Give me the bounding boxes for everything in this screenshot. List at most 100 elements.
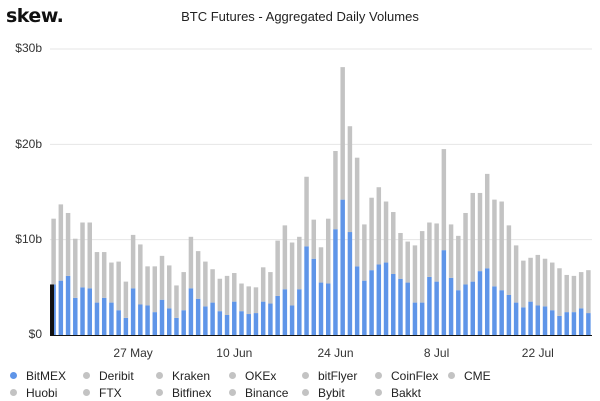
bar-other-exchanges[interactable]: [441, 149, 447, 251]
bar-bitmex[interactable]: [340, 199, 345, 335]
bar-bitmex[interactable]: [167, 308, 172, 335]
bar-bitmex[interactable]: [477, 271, 483, 335]
bar-other-exchanges[interactable]: [571, 275, 577, 313]
bar-bitmex[interactable]: [484, 268, 490, 335]
bar-other-exchanges[interactable]: [181, 272, 186, 311]
bar-bitmex[interactable]: [210, 302, 215, 335]
bar-bitmex[interactable]: [224, 314, 230, 335]
bar-other-exchanges[interactable]: [456, 235, 461, 291]
bar-other-exchanges[interactable]: [80, 222, 85, 288]
bar-other-exchanges[interactable]: [448, 224, 454, 278]
bar-other-exchanges[interactable]: [109, 262, 114, 303]
bar-bitmex[interactable]: [123, 317, 129, 335]
bar-bitmex[interactable]: [391, 273, 396, 335]
bar-bitmex[interactable]: [130, 288, 136, 335]
bar-other-exchanges[interactable]: [340, 67, 345, 200]
bar-other-exchanges[interactable]: [492, 199, 497, 287]
bar-other-exchanges[interactable]: [470, 192, 475, 282]
bar-bitmex[interactable]: [195, 298, 201, 335]
bar-bitmex[interactable]: [260, 301, 266, 335]
bar-other-exchanges[interactable]: [232, 273, 237, 302]
bar-bitmex[interactable]: [419, 302, 425, 335]
bar-bitmex[interactable]: [94, 302, 100, 335]
bar-bitmex[interactable]: [506, 294, 512, 335]
bar-bitmex[interactable]: [217, 311, 223, 335]
bar-bitmex[interactable]: [550, 310, 555, 335]
bar-bitmex[interactable]: [542, 306, 548, 335]
bar-other-exchanges[interactable]: [94, 252, 100, 303]
bar-other-exchanges[interactable]: [521, 260, 526, 308]
bar-bitmex[interactable]: [405, 282, 410, 335]
bar-bitmex[interactable]: [492, 286, 497, 335]
bar-other-exchanges[interactable]: [412, 245, 418, 303]
bar-other-exchanges[interactable]: [246, 286, 251, 315]
bar-bitmex[interactable]: [463, 284, 468, 335]
bar-other-exchanges[interactable]: [224, 275, 230, 315]
legend-item-huobi[interactable]: Huobi: [10, 386, 83, 400]
bar-bitmex[interactable]: [586, 313, 591, 335]
bar-other-exchanges[interactable]: [167, 265, 172, 309]
bar-other-exchanges[interactable]: [159, 255, 165, 300]
bar-other-exchanges[interactable]: [65, 212, 71, 276]
bar-other-exchanges[interactable]: [311, 219, 317, 259]
bar-other-exchanges[interactable]: [550, 262, 555, 311]
bar-other-exchanges[interactable]: [195, 251, 201, 299]
bar-bitmex[interactable]: [513, 302, 519, 335]
bar-other-exchanges[interactable]: [203, 261, 208, 307]
bar-bitmex[interactable]: [181, 310, 186, 335]
bar-bitmex[interactable]: [557, 315, 562, 335]
legend-item-okex[interactable]: OKEx: [229, 369, 302, 383]
legend-item-bitfinex[interactable]: Bitfinex: [156, 386, 229, 400]
bar-bitmex[interactable]: [109, 302, 114, 335]
bar-other-exchanges[interactable]: [145, 266, 150, 306]
bar-other-exchanges[interactable]: [477, 192, 483, 272]
bar-bitmex[interactable]: [347, 232, 353, 335]
legend-item-kraken[interactable]: Kraken: [156, 369, 229, 383]
bar-bitmex[interactable]: [521, 307, 526, 335]
bar-bitmex[interactable]: [398, 278, 403, 335]
bar-bitmex[interactable]: [427, 276, 432, 335]
bar-bitmex[interactable]: [101, 297, 107, 335]
bar-bitmex[interactable]: [246, 314, 251, 335]
bar-other-exchanges[interactable]: [528, 257, 533, 302]
bar-bitmex[interactable]: [239, 311, 244, 335]
bar-bitmex[interactable]: [325, 283, 331, 335]
bar-bitmex[interactable]: [383, 262, 389, 335]
bar-bitmex[interactable]: [116, 310, 121, 335]
bar-other-exchanges[interactable]: [289, 242, 295, 306]
bar-other-exchanges[interactable]: [419, 231, 425, 303]
bar-other-exchanges[interactable]: [376, 187, 382, 265]
bar-other-exchanges[interactable]: [499, 201, 504, 291]
bar-bitmex[interactable]: [152, 312, 158, 335]
bar-other-exchanges[interactable]: [51, 218, 56, 285]
bar-other-exchanges[interactable]: [318, 247, 324, 283]
bar-other-exchanges[interactable]: [130, 234, 136, 289]
bar-other-exchanges[interactable]: [152, 266, 158, 313]
bar-bitmex[interactable]: [441, 250, 447, 335]
bar-other-exchanges[interactable]: [210, 269, 215, 303]
bar-bitmex[interactable]: [282, 289, 288, 335]
legend-item-bitmex[interactable]: BitMEX: [10, 369, 83, 383]
bar-bitmex[interactable]: [65, 275, 71, 335]
bar-other-exchanges[interactable]: [260, 267, 266, 302]
bar-bitmex[interactable]: [571, 312, 577, 335]
bar-bitmex[interactable]: [376, 264, 382, 335]
bar-bitmex[interactable]: [232, 301, 237, 335]
bar-other-exchanges[interactable]: [557, 268, 562, 316]
bar-other-exchanges[interactable]: [391, 212, 396, 274]
bar-other-exchanges[interactable]: [564, 274, 569, 313]
bar-bitmex[interactable]: [289, 305, 295, 335]
bar-bitmex[interactable]: [253, 313, 259, 335]
bar-bitmex[interactable]: [535, 305, 541, 335]
bar-other-exchanges[interactable]: [398, 232, 403, 279]
bar-other-exchanges[interactable]: [463, 212, 468, 285]
bar-bitmex[interactable]: [80, 287, 85, 335]
bar-other-exchanges[interactable]: [174, 285, 179, 318]
bar-bitmex[interactable]: [578, 308, 584, 335]
bar-other-exchanges[interactable]: [217, 278, 223, 312]
bar-bitmex[interactable]: [268, 303, 273, 335]
bar-bitmex[interactable]: [87, 288, 92, 335]
legend-item-binance[interactable]: Binance: [229, 386, 302, 400]
bar-bitmex[interactable]: [304, 246, 309, 335]
bar-bitmex[interactable]: [434, 281, 439, 335]
